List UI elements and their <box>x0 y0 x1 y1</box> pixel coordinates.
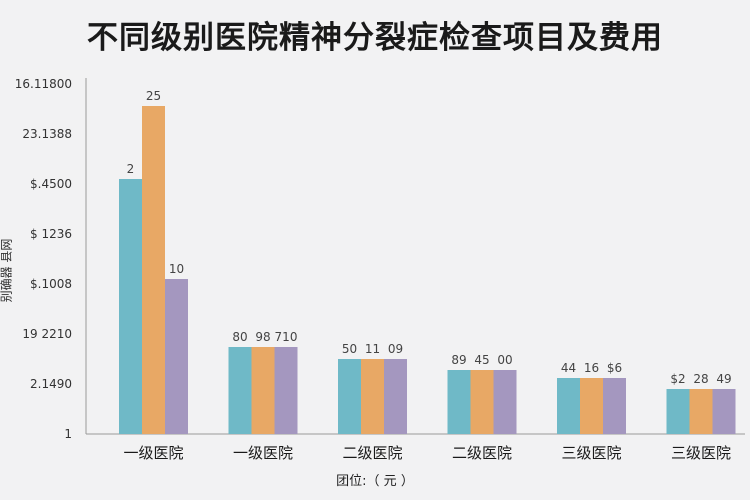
x-category-label: 二级医院 <box>342 444 402 462</box>
bar-data-label: 2 <box>127 162 135 176</box>
bar-data-label: 16 <box>584 361 599 375</box>
x-axis-label: 团位:（ 元 ） <box>336 474 414 489</box>
bar-data-label: 00 <box>497 353 512 367</box>
x-category-label: 一级医院 <box>123 444 183 462</box>
bar-data-label: 11 <box>365 342 380 356</box>
y-tick-label: 19 2210 <box>22 327 72 341</box>
y-tick-label: 1 <box>64 427 72 441</box>
bar-data-label: $2 <box>670 372 685 386</box>
bar-data-label: 10 <box>169 262 184 276</box>
bar <box>603 378 626 434</box>
bar-data-label: $6 <box>607 361 622 375</box>
bar-data-label: 89 <box>451 353 466 367</box>
bar-group <box>119 106 736 434</box>
bar <box>142 106 165 434</box>
bar <box>689 389 713 434</box>
bar <box>165 279 188 434</box>
bar <box>361 359 384 434</box>
bar <box>251 347 275 434</box>
bar <box>119 179 142 434</box>
bar <box>557 378 580 434</box>
bar-data-label: 80 <box>232 330 247 344</box>
bar <box>228 347 252 434</box>
chart-title: 不同级别医院精神分裂症检查项目及费用 <box>87 20 663 56</box>
bar-data-label: 710 <box>275 330 298 344</box>
bar <box>384 359 407 434</box>
bar <box>493 370 517 434</box>
data-label-group: 2 25 10 80 98 710 50 11 09 89 45 00 44 16 $6 $2 28 49 <box>127 89 732 386</box>
bar <box>712 389 736 434</box>
y-tick-label: 23.1388 <box>22 127 72 141</box>
bar-data-label: 50 <box>342 342 357 356</box>
bar <box>666 389 690 434</box>
bar <box>580 378 603 434</box>
x-category-label: 三级医院 <box>561 444 621 462</box>
bar <box>274 347 298 434</box>
bar <box>447 370 471 434</box>
bar-data-label: 28 <box>693 372 708 386</box>
y-tick-label: $ 1236 <box>30 227 72 241</box>
y-tick-label: 16.11800 <box>15 77 72 91</box>
bar-data-label: 25 <box>146 89 161 103</box>
y-tick-label: 2.1490 <box>30 377 72 391</box>
bar-data-label: 09 <box>388 342 403 356</box>
y-tick-label: $.1008 <box>30 277 72 291</box>
y-tick-group: 1 2.1490 19 2210 $.1008 $ 1236 $.4500 23.1388 1… <box>15 77 72 441</box>
category-label-group: 一级医院 一级医院 二级医院 二级医院 三级医院 三级医院 <box>123 444 731 462</box>
bar-data-label: 98 <box>255 330 270 344</box>
x-category-label: 一级医院 <box>233 444 293 462</box>
bar-data-label: 49 <box>716 372 731 386</box>
x-category-label: 二级医院 <box>452 444 512 462</box>
bar-data-label: 44 <box>561 361 576 375</box>
y-axis-label: 别确器 县网 <box>0 238 14 303</box>
y-tick-label: $.4500 <box>30 177 72 191</box>
bar <box>470 370 494 434</box>
x-category-label: 三级医院 <box>671 444 731 462</box>
bar-data-label: 45 <box>474 353 489 367</box>
bar <box>338 359 361 434</box>
